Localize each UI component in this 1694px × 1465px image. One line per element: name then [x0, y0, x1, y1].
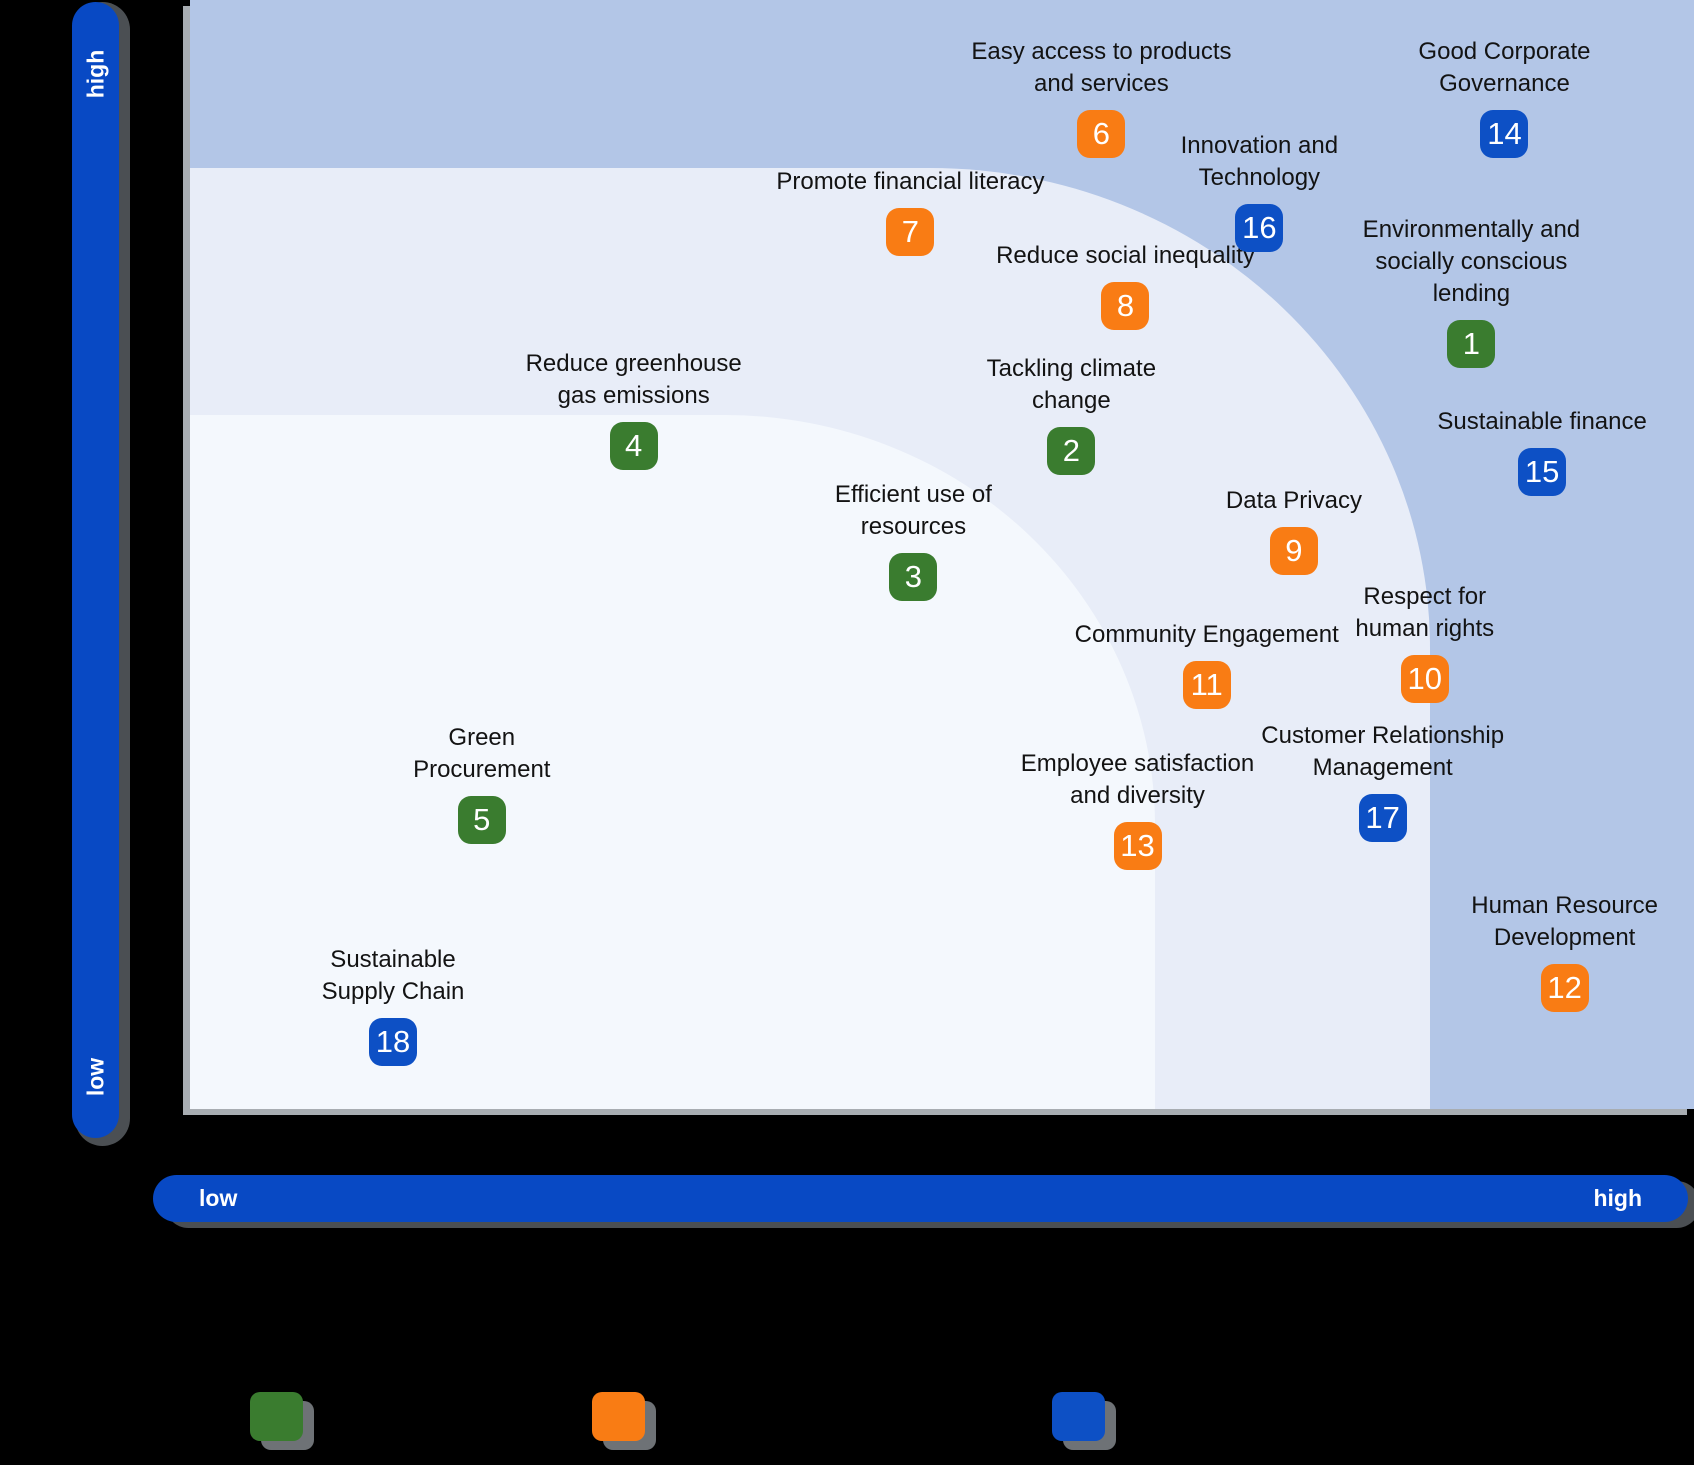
- topic-badge: 8: [1101, 282, 1150, 331]
- legend: [0, 1392, 1694, 1441]
- legend-swatch-blue: [1052, 1392, 1105, 1441]
- x-axis-bar: low high: [153, 1175, 1688, 1222]
- topic-badge: 18: [369, 1018, 418, 1067]
- topic-label: Respect for human rights: [1355, 582, 1495, 642]
- topic-badge: 13: [1113, 822, 1162, 871]
- topic-badge: 14: [1480, 110, 1529, 159]
- x-axis-high-label: high: [1593, 1185, 1642, 1211]
- topic-badge: 6: [1077, 110, 1126, 159]
- topic-label: Data Privacy: [1225, 487, 1362, 515]
- topic-label: Tackling climate change: [986, 355, 1157, 415]
- topic-badge: 11: [1182, 661, 1231, 710]
- y-axis-low-label: low: [82, 1057, 108, 1097]
- topic-badge: 15: [1518, 448, 1567, 497]
- topic-badge: 10: [1400, 654, 1449, 703]
- topic-label: Environmentally and socially conscious l…: [1362, 215, 1581, 307]
- topic-badge: 2: [1047, 427, 1096, 476]
- topic-badge: 17: [1358, 794, 1407, 843]
- matrix-plot-area: Environmentally and socially conscious l…: [190, 0, 1694, 1109]
- topic-label: Reduce social inequality: [996, 242, 1255, 270]
- topic-label: Good Corporate Governance: [1418, 38, 1591, 98]
- topic-label: Innovation and Technology: [1180, 132, 1339, 192]
- topic-label: Sustainable finance: [1437, 408, 1647, 436]
- topic-badge: 1: [1447, 319, 1496, 368]
- topic-badge: 7: [886, 207, 935, 256]
- y-axis-bar: high low: [72, 2, 119, 1138]
- legend-swatch-green: [250, 1392, 303, 1441]
- topic-badge: 9: [1269, 527, 1318, 576]
- topic-label: Employee satisfaction and diversity: [1020, 750, 1255, 810]
- zone-low-priority: [190, 415, 1155, 1109]
- topic-label: Sustainable Supply Chain: [321, 946, 465, 1006]
- topic-badge: 5: [457, 795, 506, 844]
- topic-label: Human Resource Development: [1471, 892, 1659, 952]
- topic-label: Easy access to products and services: [971, 38, 1232, 98]
- topic-badge: 4: [609, 421, 658, 470]
- topic-badge: 16: [1235, 204, 1284, 253]
- topic-label: Community Engagement: [1074, 621, 1339, 649]
- y-axis-high-label: high: [82, 49, 108, 99]
- topic-label: Promote financial literacy: [776, 167, 1045, 195]
- topic-badge: 12: [1540, 964, 1589, 1013]
- topic-label: Efficient use of resources: [834, 480, 992, 540]
- legend-swatch-orange: [592, 1392, 645, 1441]
- topic-label: Reduce greenhouse gas emissions: [525, 349, 742, 409]
- topic-label: Customer Relationship Management: [1261, 722, 1505, 782]
- topic-badge: 3: [889, 552, 938, 601]
- topic-label: Green Procurement: [413, 723, 551, 783]
- x-axis-low-label: low: [199, 1185, 238, 1211]
